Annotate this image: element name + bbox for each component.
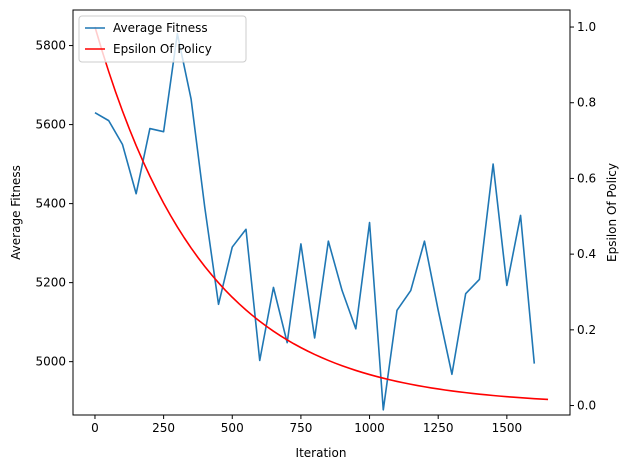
legend-label-average-fitness: Average Fitness — [113, 21, 208, 35]
y-axis-ticks: 5000 5200 5400 5600 5800 — [35, 39, 73, 369]
y-tick-label: 5600 — [35, 118, 66, 132]
legend-box — [78, 15, 247, 63]
y2-tick-label: 0.2 — [577, 323, 596, 337]
series-layer — [94, 26, 549, 411]
y-axis-label: Average Fitness — [9, 165, 23, 260]
y2-axis-label: Epsilon Of Policy — [605, 163, 619, 262]
y-tick-label: 5800 — [35, 39, 66, 53]
x-tick-label: 1250 — [423, 421, 454, 435]
series-line-epsilon-of-policy — [94, 26, 549, 401]
y2-tick-label: 0.8 — [577, 96, 596, 110]
y2-tick-label: 0.0 — [577, 399, 596, 413]
x-tick-label: 500 — [221, 421, 244, 435]
y2-tick-label: 0.4 — [577, 247, 596, 261]
x-axis-ticks: 0 250 500 750 1000 1250 1500 — [91, 415, 522, 435]
x-tick-label: 1000 — [354, 421, 385, 435]
x-tick-label: 0 — [91, 421, 99, 435]
y-tick-label: 5400 — [35, 197, 66, 211]
y-tick-label: 5200 — [35, 276, 66, 290]
x-tick-label: 750 — [289, 421, 312, 435]
x-tick-label: 1500 — [492, 421, 523, 435]
plot-frame — [72, 9, 571, 416]
series-line-average-fitness — [94, 32, 536, 411]
y-tick-label: 5000 — [35, 355, 66, 369]
y2-tick-label: 1.0 — [577, 20, 596, 34]
x-axis-label: Iteration — [296, 446, 347, 460]
y2-axis-ticks: 0.0 0.2 0.4 0.6 0.8 1.0 — [570, 20, 596, 413]
legend-label-epsilon-of-policy: Epsilon Of Policy — [113, 42, 212, 56]
x-tick-label: 250 — [152, 421, 175, 435]
legend: Average Fitness Epsilon Of Policy — [78, 15, 247, 63]
y2-tick-label: 0.6 — [577, 171, 596, 185]
